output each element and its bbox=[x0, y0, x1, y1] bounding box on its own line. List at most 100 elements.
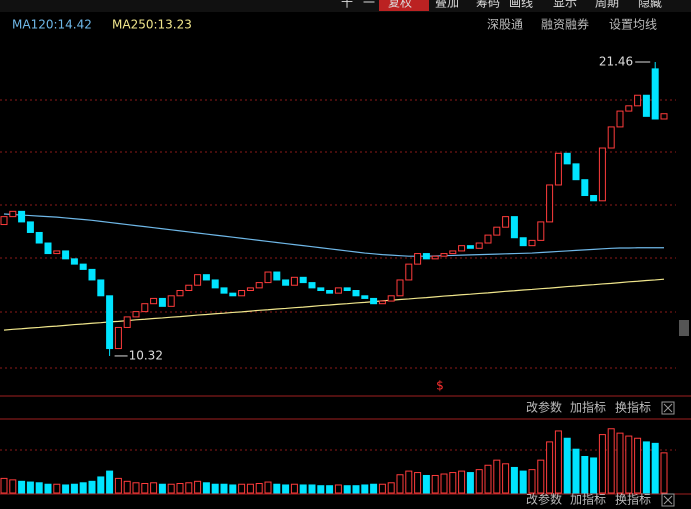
candle bbox=[361, 295, 369, 299]
candle bbox=[405, 263, 413, 281]
ma-legend: MA120:14.42 bbox=[12, 18, 92, 32]
volume-bar bbox=[255, 483, 263, 494]
volume-bar bbox=[220, 483, 228, 494]
candle bbox=[598, 147, 606, 202]
candle bbox=[132, 311, 140, 318]
toolbar-button[interactable]: 显示 bbox=[553, 0, 577, 10]
candle bbox=[97, 279, 105, 297]
panel-button[interactable]: 加指标 bbox=[570, 492, 606, 507]
candle bbox=[44, 242, 52, 255]
candle bbox=[642, 94, 650, 117]
volume-bar bbox=[282, 484, 290, 494]
candle bbox=[282, 279, 290, 286]
candle bbox=[431, 255, 439, 260]
volume-bar bbox=[211, 483, 219, 494]
volume-bar bbox=[519, 470, 527, 494]
candle bbox=[0, 216, 8, 226]
volume-bar bbox=[502, 463, 510, 494]
volume-bar bbox=[440, 473, 448, 494]
candle bbox=[238, 290, 246, 297]
volume-bar bbox=[167, 483, 175, 494]
candle bbox=[334, 287, 342, 294]
candle bbox=[299, 276, 307, 284]
volume-bar bbox=[273, 483, 281, 494]
candle bbox=[616, 110, 624, 128]
candle bbox=[493, 226, 501, 236]
scrollbar[interactable] bbox=[679, 320, 689, 336]
volume-bar bbox=[378, 483, 386, 494]
volume-bar bbox=[352, 485, 360, 494]
toolbar-button[interactable]: 一 bbox=[363, 0, 375, 10]
toolbar-button[interactable]: 复权 bbox=[388, 0, 412, 10]
panel-button[interactable]: 换指标 bbox=[615, 492, 651, 507]
volume-bar bbox=[510, 466, 518, 494]
close-x bbox=[663, 403, 673, 413]
candle bbox=[114, 326, 122, 350]
volume-bar bbox=[414, 472, 422, 494]
candle bbox=[343, 287, 351, 292]
toolbar-button[interactable]: 画线 bbox=[509, 0, 533, 10]
price-annotation: 10.32 bbox=[129, 348, 163, 362]
candle bbox=[387, 295, 395, 302]
volume-bar bbox=[202, 482, 210, 494]
volume-bar bbox=[53, 483, 61, 494]
toolbar-button[interactable]: 叠加 bbox=[435, 0, 459, 10]
volume-bar bbox=[79, 482, 87, 494]
candle bbox=[625, 105, 633, 112]
candle bbox=[581, 179, 589, 197]
candle bbox=[370, 297, 378, 305]
panel-button[interactable]: 换指标 bbox=[615, 400, 651, 415]
volume-bar bbox=[123, 480, 131, 494]
volume-bar bbox=[194, 480, 202, 494]
candle bbox=[590, 195, 598, 202]
candle bbox=[484, 234, 492, 244]
candle bbox=[537, 221, 545, 241]
candle bbox=[378, 300, 386, 305]
panel-button[interactable]: 改参数 bbox=[526, 400, 562, 415]
candle bbox=[62, 250, 70, 260]
volume-bar bbox=[361, 484, 369, 494]
volume-bar bbox=[458, 470, 466, 494]
candle bbox=[607, 126, 615, 149]
close-button[interactable] bbox=[661, 493, 675, 507]
toolbar-button[interactable]: 周期 bbox=[595, 0, 619, 10]
toolbar-button[interactable]: 十 bbox=[341, 0, 353, 10]
volume-bar bbox=[466, 472, 474, 494]
top-link[interactable]: 设置均线 bbox=[609, 18, 657, 32]
candle bbox=[176, 290, 184, 297]
volume-bar bbox=[158, 483, 166, 494]
volume-bar bbox=[546, 441, 554, 494]
volume-bar bbox=[299, 484, 307, 494]
volume-bar bbox=[563, 437, 571, 494]
volume-bar bbox=[132, 482, 140, 494]
volume-bar bbox=[493, 459, 501, 494]
candle bbox=[150, 297, 158, 305]
volume-bar bbox=[396, 474, 404, 494]
candle bbox=[9, 210, 17, 218]
candle bbox=[519, 237, 527, 247]
panel-button[interactable]: 加指标 bbox=[570, 400, 606, 415]
toolbar-button[interactable]: 隐藏 bbox=[638, 0, 662, 10]
top-link[interactable]: 融资融券 bbox=[541, 17, 589, 32]
candle bbox=[141, 303, 149, 313]
candle bbox=[18, 210, 26, 223]
volume-bar bbox=[290, 483, 298, 494]
panel-button[interactable]: 改参数 bbox=[526, 492, 562, 507]
candle bbox=[229, 292, 237, 297]
volume-bar bbox=[343, 485, 351, 494]
close-button[interactable] bbox=[661, 401, 675, 415]
volume-bar bbox=[634, 437, 642, 494]
volume-bar bbox=[387, 482, 395, 494]
candle bbox=[554, 152, 562, 186]
toolbar-button[interactable]: 筹码 bbox=[476, 0, 500, 10]
candle bbox=[264, 271, 272, 284]
volume-bar bbox=[607, 428, 615, 494]
candle bbox=[396, 279, 404, 297]
volume-bar bbox=[9, 479, 17, 494]
top-link[interactable]: 深股通 bbox=[487, 18, 523, 32]
volume-bar bbox=[246, 483, 254, 494]
volume-bar bbox=[528, 469, 536, 494]
volume-bar bbox=[88, 480, 96, 494]
price-annotation: 21.46 bbox=[599, 55, 633, 69]
